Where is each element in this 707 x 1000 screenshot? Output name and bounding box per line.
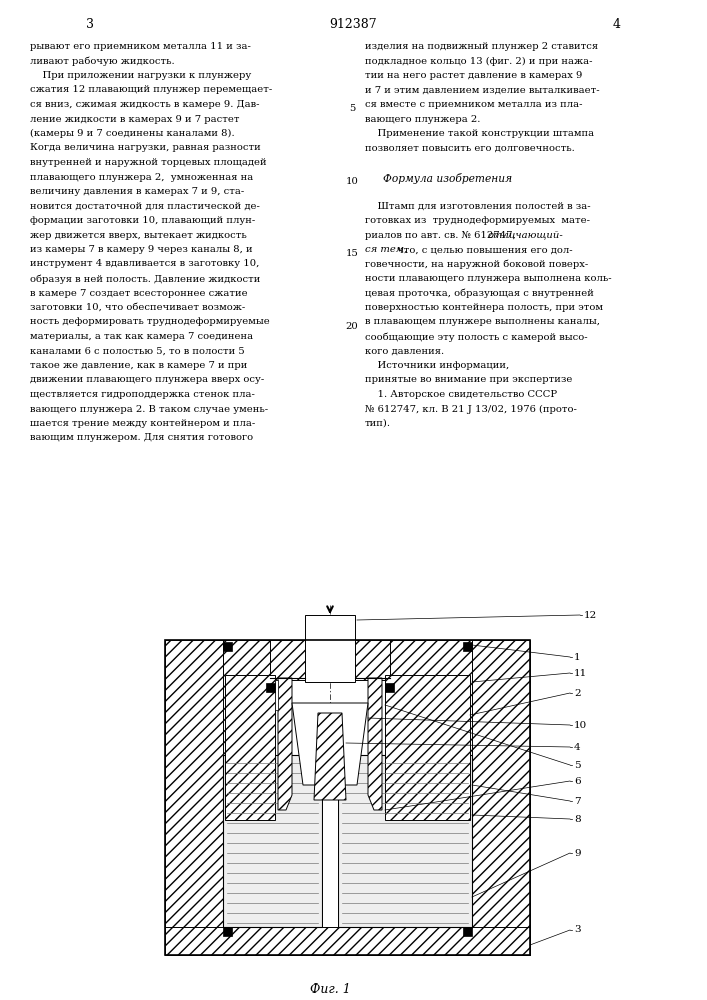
Text: 4: 4 bbox=[613, 18, 621, 31]
Text: отличающий-: отличающий- bbox=[488, 231, 563, 239]
Polygon shape bbox=[314, 713, 346, 800]
Text: ся тем,: ся тем, bbox=[365, 245, 407, 254]
Polygon shape bbox=[355, 640, 390, 680]
Polygon shape bbox=[322, 755, 338, 927]
Polygon shape bbox=[275, 680, 278, 710]
Text: материалы, а так как камера 7 соединена: материалы, а так как камера 7 соединена bbox=[30, 332, 253, 341]
Text: 4: 4 bbox=[574, 742, 580, 752]
Text: 10: 10 bbox=[574, 720, 588, 730]
Polygon shape bbox=[472, 640, 530, 955]
Text: 3: 3 bbox=[574, 926, 580, 934]
Text: в камере 7 создает всестороннее сжатие: в камере 7 создает всестороннее сжатие bbox=[30, 288, 247, 298]
Text: 7: 7 bbox=[574, 796, 580, 806]
Polygon shape bbox=[165, 927, 530, 955]
Polygon shape bbox=[223, 640, 270, 755]
Text: 3: 3 bbox=[86, 18, 94, 31]
Text: 15: 15 bbox=[346, 249, 358, 258]
Text: ности плавающего плунжера выполнена коль-: ности плавающего плунжера выполнена коль… bbox=[365, 274, 612, 283]
Text: 5: 5 bbox=[349, 104, 355, 113]
Text: сжатия 12 плавающий плунжер перемещает-: сжатия 12 плавающий плунжер перемещает- bbox=[30, 86, 272, 95]
Polygon shape bbox=[223, 642, 232, 651]
Text: и 7 и этим давлением изделие выталкивает-: и 7 и этим давлением изделие выталкивает… bbox=[365, 86, 600, 95]
Text: плавающего плунжера 2,  умноженная на: плавающего плунжера 2, умноженная на bbox=[30, 172, 253, 182]
Polygon shape bbox=[368, 678, 382, 810]
Text: образуя в ней полость. Давление жидкости: образуя в ней полость. Давление жидкости bbox=[30, 274, 260, 284]
Text: Когда величина нагрузки, равная разности: Когда величина нагрузки, равная разности bbox=[30, 143, 261, 152]
Polygon shape bbox=[165, 640, 223, 955]
Polygon shape bbox=[463, 642, 472, 651]
Text: вающего плунжера 2.: вающего плунжера 2. bbox=[365, 114, 480, 123]
Text: каналами 6 с полостью 5, то в полости 5: каналами 6 с полостью 5, то в полости 5 bbox=[30, 347, 245, 356]
Text: Применение такой конструкции штампа: Применение такой конструкции штампа bbox=[365, 129, 594, 138]
Text: 1. Авторское свидетельство СССР: 1. Авторское свидетельство СССР bbox=[365, 390, 557, 399]
Text: принятые во внимание при экспертизе: принятые во внимание при экспертизе bbox=[365, 375, 573, 384]
Text: формации заготовки 10, плавающий плун-: формации заготовки 10, плавающий плун- bbox=[30, 216, 255, 225]
Polygon shape bbox=[225, 675, 275, 820]
Text: цевая проточка, образующая с внутренней: цевая проточка, образующая с внутренней bbox=[365, 288, 594, 298]
Text: жер движется вверх, вытекает жидкость: жер движется вверх, вытекает жидкость bbox=[30, 231, 247, 239]
Text: тии на него растет давление в камерах 9: тии на него растет давление в камерах 9 bbox=[365, 71, 583, 80]
Text: изделия на подвижный плунжер 2 ставится: изделия на подвижный плунжер 2 ставится bbox=[365, 42, 598, 51]
Text: тип).: тип). bbox=[365, 419, 391, 428]
Text: движении плавающего плунжера вверх осу-: движении плавающего плунжера вверх осу- bbox=[30, 375, 264, 384]
Text: подкладное кольцо 13 (фиг. 2) и при нажа-: подкладное кольцо 13 (фиг. 2) и при нажа… bbox=[365, 56, 592, 66]
Text: из камеры 7 в камеру 9 через каналы 8, и: из камеры 7 в камеру 9 через каналы 8, и bbox=[30, 245, 252, 254]
Text: 20: 20 bbox=[346, 322, 358, 331]
Text: в плавающем плунжере выполнены каналы,: в плавающем плунжере выполнены каналы, bbox=[365, 318, 600, 326]
Text: Формула изобретения: Формула изобретения bbox=[383, 172, 512, 184]
Text: готовках из  труднодеформируемых  мате-: готовках из труднодеформируемых мате- bbox=[365, 216, 590, 225]
Text: величину давления в камерах 7 и 9, ста-: величину давления в камерах 7 и 9, ста- bbox=[30, 187, 244, 196]
Text: 2: 2 bbox=[574, 688, 580, 698]
Text: 912387: 912387 bbox=[329, 18, 377, 31]
Text: Штамп для изготовления полостей в за-: Штамп для изготовления полостей в за- bbox=[365, 202, 590, 211]
Text: Источники информации,: Источники информации, bbox=[365, 361, 509, 370]
Text: вающим плунжером. Для снятия готового: вающим плунжером. Для снятия готового bbox=[30, 434, 253, 442]
Text: 5: 5 bbox=[574, 760, 580, 770]
Text: 6: 6 bbox=[574, 776, 580, 786]
Text: новится достаточной для пластической де-: новится достаточной для пластической де- bbox=[30, 202, 260, 211]
Polygon shape bbox=[385, 675, 470, 820]
Text: кого давления.: кого давления. bbox=[365, 347, 444, 356]
Polygon shape bbox=[463, 927, 472, 936]
Polygon shape bbox=[385, 682, 394, 692]
Text: (камеры 9 и 7 соединены каналами 8).: (камеры 9 и 7 соединены каналами 8). bbox=[30, 129, 235, 138]
Polygon shape bbox=[338, 755, 472, 927]
Text: заготовки 10, что обеспечивает возмож-: заготовки 10, что обеспечивает возмож- bbox=[30, 303, 245, 312]
Text: позволяет повысить его долговечность.: позволяет повысить его долговечность. bbox=[365, 143, 575, 152]
Text: внутренней и наружной торцевых площадей: внутренней и наружной торцевых площадей bbox=[30, 158, 267, 167]
Text: 9: 9 bbox=[574, 848, 580, 857]
Text: инструмент 4 вдавливается в заготовку 10,: инструмент 4 вдавливается в заготовку 10… bbox=[30, 259, 259, 268]
Text: № 612747, кл. В 21 J 13/02, 1976 (прото-: № 612747, кл. В 21 J 13/02, 1976 (прото- bbox=[365, 404, 577, 414]
Polygon shape bbox=[223, 927, 232, 936]
Text: 12: 12 bbox=[584, 610, 597, 619]
Text: ность деформировать труднодеформируемые: ность деформировать труднодеформируемые bbox=[30, 318, 270, 326]
Text: поверхностью контейнера полость, при этом: поверхностью контейнера полость, при это… bbox=[365, 303, 603, 312]
Text: шается трение между контейнером и пла-: шается трение между контейнером и пла- bbox=[30, 419, 255, 428]
Text: говечности, на наружной боковой поверх-: говечности, на наружной боковой поверх- bbox=[365, 259, 588, 269]
Text: ществляется гидроподдержка стенок пла-: ществляется гидроподдержка стенок пла- bbox=[30, 390, 255, 399]
Text: Фиг. 1: Фиг. 1 bbox=[310, 983, 351, 996]
Text: ся вместе с приемником металла из пла-: ся вместе с приемником металла из пла- bbox=[365, 100, 583, 109]
Text: 1: 1 bbox=[574, 652, 580, 662]
Text: риалов по авт. св. № 612747,: риалов по авт. св. № 612747, bbox=[365, 231, 522, 239]
Polygon shape bbox=[266, 682, 275, 692]
Polygon shape bbox=[390, 640, 472, 755]
Text: сообщающие эту полость с камерой высо-: сообщающие эту полость с камерой высо- bbox=[365, 332, 588, 342]
Text: ся вниз, сжимая жидкость в камере 9. Дав-: ся вниз, сжимая жидкость в камере 9. Дав… bbox=[30, 100, 259, 109]
Polygon shape bbox=[278, 678, 292, 810]
Polygon shape bbox=[223, 755, 322, 927]
Text: ление жидкости в камерах 9 и 7 растет: ление жидкости в камерах 9 и 7 растет bbox=[30, 114, 240, 123]
Text: 8: 8 bbox=[574, 814, 580, 824]
Text: 11: 11 bbox=[574, 668, 588, 678]
Text: рывают его приемником металла 11 и за-: рывают его приемником металла 11 и за- bbox=[30, 42, 251, 51]
Text: что, с целью повышения его дол-: что, с целью повышения его дол- bbox=[394, 245, 573, 254]
Polygon shape bbox=[270, 640, 305, 680]
Polygon shape bbox=[292, 703, 368, 785]
Polygon shape bbox=[305, 615, 355, 682]
Text: вающего плунжера 2. В таком случае умень-: вающего плунжера 2. В таком случае умень… bbox=[30, 404, 268, 414]
Text: такое же давление, как в камере 7 и при: такое же давление, как в камере 7 и при bbox=[30, 361, 247, 370]
Text: 10: 10 bbox=[346, 177, 358, 186]
Text: При приложении нагрузки к плунжеру: При приложении нагрузки к плунжеру bbox=[30, 71, 251, 80]
Text: ливают рабочую жидкость.: ливают рабочую жидкость. bbox=[30, 56, 175, 66]
